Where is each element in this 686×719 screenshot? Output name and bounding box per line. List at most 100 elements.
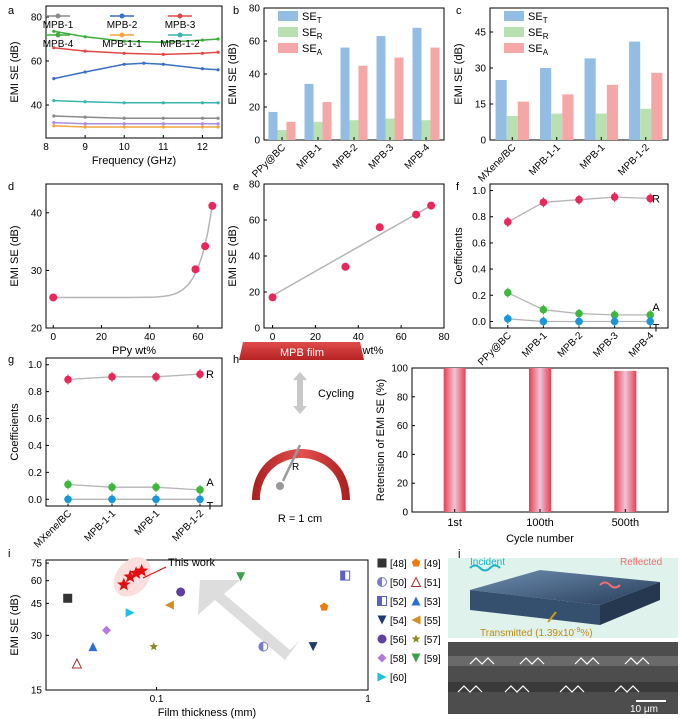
panel-b-bar-SE_T-0	[268, 111, 278, 140]
panel-a-point-4-0	[52, 124, 56, 128]
panel-i-this-work-star-0	[117, 577, 131, 591]
panel-e-ylabel: EMI SE (dB)	[227, 225, 239, 286]
panel-b-ytick-label-4: 80	[249, 4, 261, 15]
panel-a-point-2-5	[216, 50, 220, 54]
panel-g-point-T-0	[64, 495, 72, 504]
panel-a-series-line-6	[53, 121, 219, 125]
panel-a-series-line-5	[53, 99, 219, 104]
panel-a-xlabel: Frequency (GHz)	[92, 155, 176, 167]
panel-a-legend-2: MPB-3	[165, 20, 196, 31]
panel-a-point-2-1	[83, 49, 87, 53]
panel-g-point-A-1	[108, 483, 116, 491]
panel-f-category-0: PPy@BC	[476, 330, 514, 368]
panel-c-category-3: MPB-1-2	[616, 142, 652, 178]
panel-b-legend-swatch-2	[278, 43, 298, 53]
panel-g-category-3: MPB-1-2	[170, 508, 206, 544]
panel-i-ref-point-12	[125, 608, 135, 618]
panel-d-frame	[45, 183, 223, 329]
panel-a-legend-5: MPB-1-2	[160, 39, 200, 50]
panel-g-ytick-label-4: 0.8	[28, 387, 42, 398]
panel-h-category-0: 1st	[447, 517, 462, 529]
panel-a-point-0-2	[122, 116, 126, 120]
panel-a-legend-marker-0	[55, 13, 61, 19]
panel-a-legend-0: MPB-1	[43, 20, 74, 31]
panel-f-point-T-3	[610, 317, 619, 326]
panel-a-ylabel: EMI SE (dB)	[9, 41, 21, 102]
panel-i-ytick-label-0: 15	[31, 686, 43, 697]
panel-i-ytick-label-4: 75	[31, 559, 43, 570]
panel-c-bar-SE_T-3	[629, 41, 641, 140]
cycling-schematic: MPB film Cycling R R = 1 cm	[239, 342, 364, 525]
panel-a-point-1-1	[83, 70, 87, 74]
panel-f-ytick-label-0: 0.0	[472, 317, 486, 328]
panel-b-bar-SE_R-3	[385, 118, 395, 140]
panel-a-frame	[45, 5, 223, 139]
panel-i-ref-point-3	[71, 657, 83, 669]
panel-i-legend-2: [50]	[390, 578, 407, 589]
panel-c-bar-SE_A-3	[651, 72, 663, 140]
panel-g-ytick-label-5: 1.0	[28, 360, 42, 371]
panel-a-point-4-3	[161, 125, 165, 129]
panel-e-xtick-label-1: 20	[310, 332, 322, 343]
panel-i-legend-12: [60]	[390, 673, 407, 684]
panel-i-legend-7: [55]	[424, 616, 441, 627]
panel-c-bar-SE_T-1	[540, 68, 552, 140]
panel-a-point-5-2	[122, 101, 126, 105]
panel-a-legend-marker-2	[177, 13, 183, 19]
panel-b-bar-SE_A-4	[430, 47, 440, 140]
panel-h-xlabel: Cycle number	[506, 533, 574, 545]
panel-g-category-1: MPB-1-1	[82, 508, 118, 544]
panel-i-legend-marker-4	[377, 596, 382, 606]
panel-a-point-5-0	[52, 99, 56, 103]
film-label: MPB film	[280, 347, 324, 359]
panel-a-point-3-2	[122, 39, 126, 43]
panel-i-ref-point-8	[176, 587, 186, 597]
panel-c-bar-SE_R-3	[640, 108, 652, 140]
panel-a-legend-1: MPB-2	[107, 20, 138, 31]
panel-g-series-label-A: A	[206, 477, 214, 489]
panel-h-bar-1	[529, 368, 551, 512]
panel-a-legend-marker-5	[177, 32, 183, 38]
panel-a-xtick-label-2: 10	[119, 142, 131, 153]
panel-a-point-2-3	[161, 52, 165, 57]
panel-i-legend-marker-3	[410, 576, 422, 587]
panel-b-bar-SE_R-2	[349, 120, 359, 140]
panel-label-h: h	[233, 354, 239, 366]
panel-d-xtick-label-0: 0	[50, 332, 56, 343]
panel-d-xtick-label-2: 40	[144, 332, 156, 343]
panel-c-category-1: MPB-1-1	[527, 142, 563, 178]
panel-b-legend-1: SER	[302, 27, 323, 41]
panel-b-bar-SE_R-1	[313, 121, 323, 140]
panel-i-legend-marker-11	[411, 653, 421, 663]
panel-f-point-R-1	[539, 198, 548, 207]
panel-a-point-4-1	[83, 125, 87, 129]
panel-f-point-T-4	[646, 317, 654, 326]
panel-e-point-2	[375, 223, 384, 232]
panel-g-point-R-0	[64, 375, 72, 384]
panel-label-f: f	[456, 181, 460, 193]
panel-i-legend-4: [52]	[390, 597, 407, 608]
panel-a-point-6-1	[83, 122, 87, 126]
scale-bar-label: 10 μm	[630, 704, 658, 715]
panel-b-ytick-label-3: 60	[249, 37, 261, 48]
panel-a-point-3-4	[200, 38, 205, 42]
panel-a-point-6-0	[52, 121, 56, 125]
panel-b-bar-SE_T-3	[376, 36, 386, 140]
panel-g-point-R-1	[108, 373, 116, 381]
panel-d-point-1	[191, 265, 200, 274]
panel-g-point-T-3	[196, 495, 204, 504]
panel-i-ytick-label-1: 30	[31, 631, 43, 642]
panel-b-category-0: PPy@BC	[250, 142, 288, 180]
panel-a-legend-4: MPB-1-1	[102, 39, 142, 50]
panel-c-bar-SE_A-2	[606, 84, 618, 140]
panel-c-category-2: MPB-1	[578, 142, 608, 172]
panel-i-legend-marker-7	[411, 615, 421, 625]
panel-g-ytick-label-0: 0.0	[28, 495, 42, 506]
panel-label-e: e	[233, 181, 239, 193]
panel-h-ytick-label-0: 0	[402, 508, 408, 519]
panel-a-ytick-label-1: 60	[31, 57, 43, 68]
panel-i-legend-marker-6	[377, 615, 387, 625]
panel-i-legend-0: [48]	[390, 559, 407, 570]
panel-b-legend-2: SEA	[302, 43, 323, 57]
